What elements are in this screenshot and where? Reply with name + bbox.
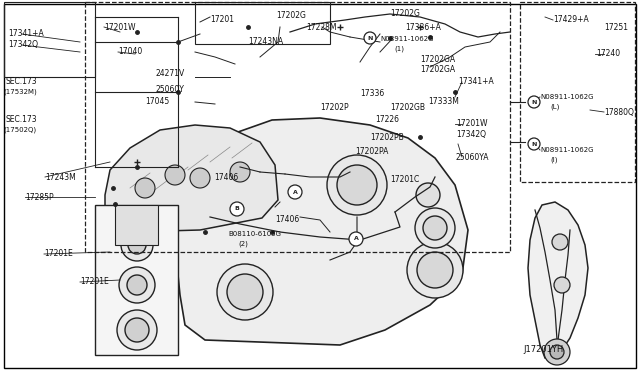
Bar	[85, 2, 510, 252]
Circle shape	[364, 32, 376, 44]
Circle shape	[135, 178, 155, 198]
Text: 17202GA: 17202GA	[420, 65, 455, 74]
Text: 17202G: 17202G	[276, 12, 306, 20]
Text: 17226: 17226	[375, 115, 399, 125]
Text: (1): (1)	[394, 46, 404, 52]
Text: B08110-6105G: B08110-6105G	[228, 231, 281, 237]
Text: N: N	[531, 141, 537, 147]
Text: 17342Q: 17342Q	[8, 41, 38, 49]
Circle shape	[121, 229, 153, 261]
Circle shape	[417, 252, 453, 288]
Text: 17341+A: 17341+A	[8, 29, 44, 38]
Text: N08911-1062G: N08911-1062G	[540, 147, 593, 153]
Text: 17045: 17045	[145, 97, 169, 106]
Text: 24271V: 24271V	[156, 70, 185, 78]
Text: (I): (I)	[550, 157, 557, 163]
Circle shape	[552, 234, 568, 250]
Text: (17502Q): (17502Q)	[3, 127, 36, 133]
Circle shape	[230, 202, 244, 216]
Text: 17251: 17251	[604, 22, 628, 32]
Text: 17202PB: 17202PB	[370, 132, 404, 141]
Text: (2): (2)	[238, 241, 248, 247]
Text: 17201E: 17201E	[80, 278, 109, 286]
Text: 17202GB: 17202GB	[390, 103, 425, 112]
Text: 17202P: 17202P	[320, 103, 349, 112]
Text: (L): (L)	[550, 104, 559, 110]
Text: 17429+A: 17429+A	[553, 16, 589, 25]
Circle shape	[407, 242, 463, 298]
Circle shape	[127, 275, 147, 295]
Text: 17228M: 17228M	[306, 23, 337, 32]
Text: 17202G: 17202G	[390, 10, 420, 19]
Circle shape	[544, 339, 570, 365]
Text: 17342Q: 17342Q	[456, 129, 486, 138]
Circle shape	[349, 232, 363, 246]
Text: 17202PA: 17202PA	[355, 148, 388, 157]
Circle shape	[230, 162, 250, 182]
Text: N08911-1062G: N08911-1062G	[540, 94, 593, 100]
Circle shape	[288, 185, 302, 199]
Circle shape	[415, 208, 455, 248]
Circle shape	[227, 274, 263, 310]
Circle shape	[119, 267, 155, 303]
Text: 17243NA: 17243NA	[248, 38, 283, 46]
Text: 17406: 17406	[214, 173, 238, 182]
Text: N08911-1062G: N08911-1062G	[380, 36, 433, 42]
Text: 17285P: 17285P	[25, 192, 54, 202]
Text: J17201YH: J17201YH	[523, 346, 563, 355]
Text: 17201W: 17201W	[456, 119, 488, 128]
Text: 17336: 17336	[360, 90, 384, 99]
Text: N: N	[531, 99, 537, 105]
Bar	[520, 2, 635, 182]
Circle shape	[554, 277, 570, 293]
Circle shape	[125, 318, 149, 342]
Circle shape	[528, 138, 540, 150]
Polygon shape	[115, 205, 158, 245]
Text: 17341+A: 17341+A	[458, 77, 493, 87]
Circle shape	[165, 165, 185, 185]
Circle shape	[337, 165, 377, 205]
Bar	[4, 2, 95, 77]
Text: 17406: 17406	[275, 215, 300, 224]
Polygon shape	[105, 125, 278, 232]
Text: 17201W: 17201W	[104, 22, 136, 32]
Text: A: A	[353, 237, 358, 241]
Text: B: B	[235, 206, 239, 212]
Polygon shape	[176, 118, 468, 345]
Polygon shape	[528, 202, 588, 358]
Circle shape	[128, 236, 146, 254]
Circle shape	[423, 216, 447, 240]
Text: 17333M: 17333M	[428, 97, 459, 106]
Text: 17201: 17201	[210, 15, 234, 23]
Circle shape	[327, 155, 387, 215]
Text: 17202GA: 17202GA	[420, 55, 455, 64]
Text: 17040: 17040	[118, 48, 142, 57]
Bar	[195, 2, 330, 44]
Text: 17336+A: 17336+A	[405, 22, 441, 32]
Circle shape	[416, 183, 440, 207]
Text: N: N	[367, 35, 372, 41]
Text: 17201E: 17201E	[44, 250, 73, 259]
Text: 17243M: 17243M	[45, 173, 76, 182]
Circle shape	[550, 345, 564, 359]
Text: SEC.173: SEC.173	[5, 77, 36, 87]
Text: A: A	[292, 189, 298, 195]
Text: (17532M): (17532M)	[3, 89, 36, 95]
Text: SEC.173: SEC.173	[5, 115, 36, 125]
Text: 25060YA: 25060YA	[456, 153, 490, 161]
Text: 17201C: 17201C	[390, 174, 419, 183]
Circle shape	[217, 264, 273, 320]
Text: 25060Y: 25060Y	[155, 86, 184, 94]
Circle shape	[117, 310, 157, 350]
Text: 17880Q: 17880Q	[604, 108, 634, 116]
Text: 17240: 17240	[596, 49, 620, 58]
Circle shape	[528, 96, 540, 108]
Polygon shape	[95, 205, 178, 355]
Circle shape	[190, 168, 210, 188]
